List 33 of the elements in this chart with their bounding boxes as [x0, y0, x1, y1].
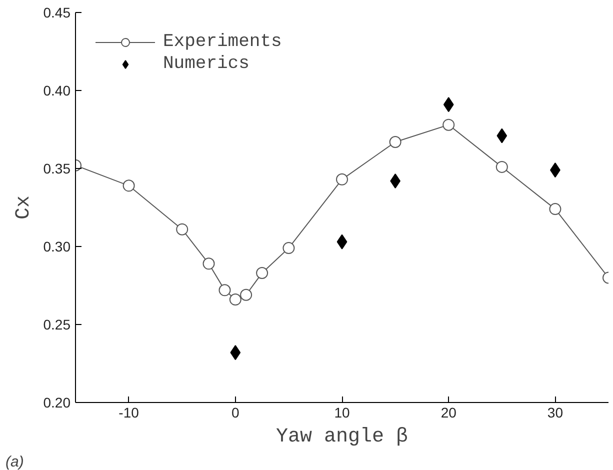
y-axis-title: Cx [12, 195, 36, 220]
y-tick-label: 0.45 [43, 4, 71, 20]
x-tick-label: -10 [118, 404, 140, 420]
text: (a) [6, 454, 24, 470]
point [496, 160, 508, 173]
point [442, 118, 455, 131]
x-tick-label: 30 [547, 404, 564, 420]
x-tick-label: 20 [440, 404, 457, 420]
y-tick-label: 0.30 [43, 238, 71, 254]
point [336, 173, 348, 186]
x-tick-label: 0 [232, 404, 240, 420]
y-tick-label: 0.35 [43, 160, 71, 176]
point [176, 223, 188, 236]
point [443, 97, 454, 112]
point [282, 242, 295, 254]
point [256, 267, 268, 280]
point [218, 284, 231, 296]
point [122, 180, 135, 192]
y-tick-label: 0.40 [43, 82, 71, 98]
point [202, 258, 215, 270]
y-tick-label: 0.20 [43, 394, 71, 410]
point [336, 234, 348, 250]
point [229, 294, 242, 306]
point [230, 345, 241, 360]
point [549, 203, 562, 216]
y-tick-label: 0.25 [43, 316, 71, 332]
point [240, 288, 252, 301]
point [389, 136, 402, 148]
legend-label: Experiments [163, 32, 282, 52]
x-tick-label: 10 [334, 404, 350, 420]
x-axis-title: Yaw angle β [276, 426, 408, 448]
legend-label: Numerics [163, 54, 250, 74]
point [496, 128, 508, 144]
